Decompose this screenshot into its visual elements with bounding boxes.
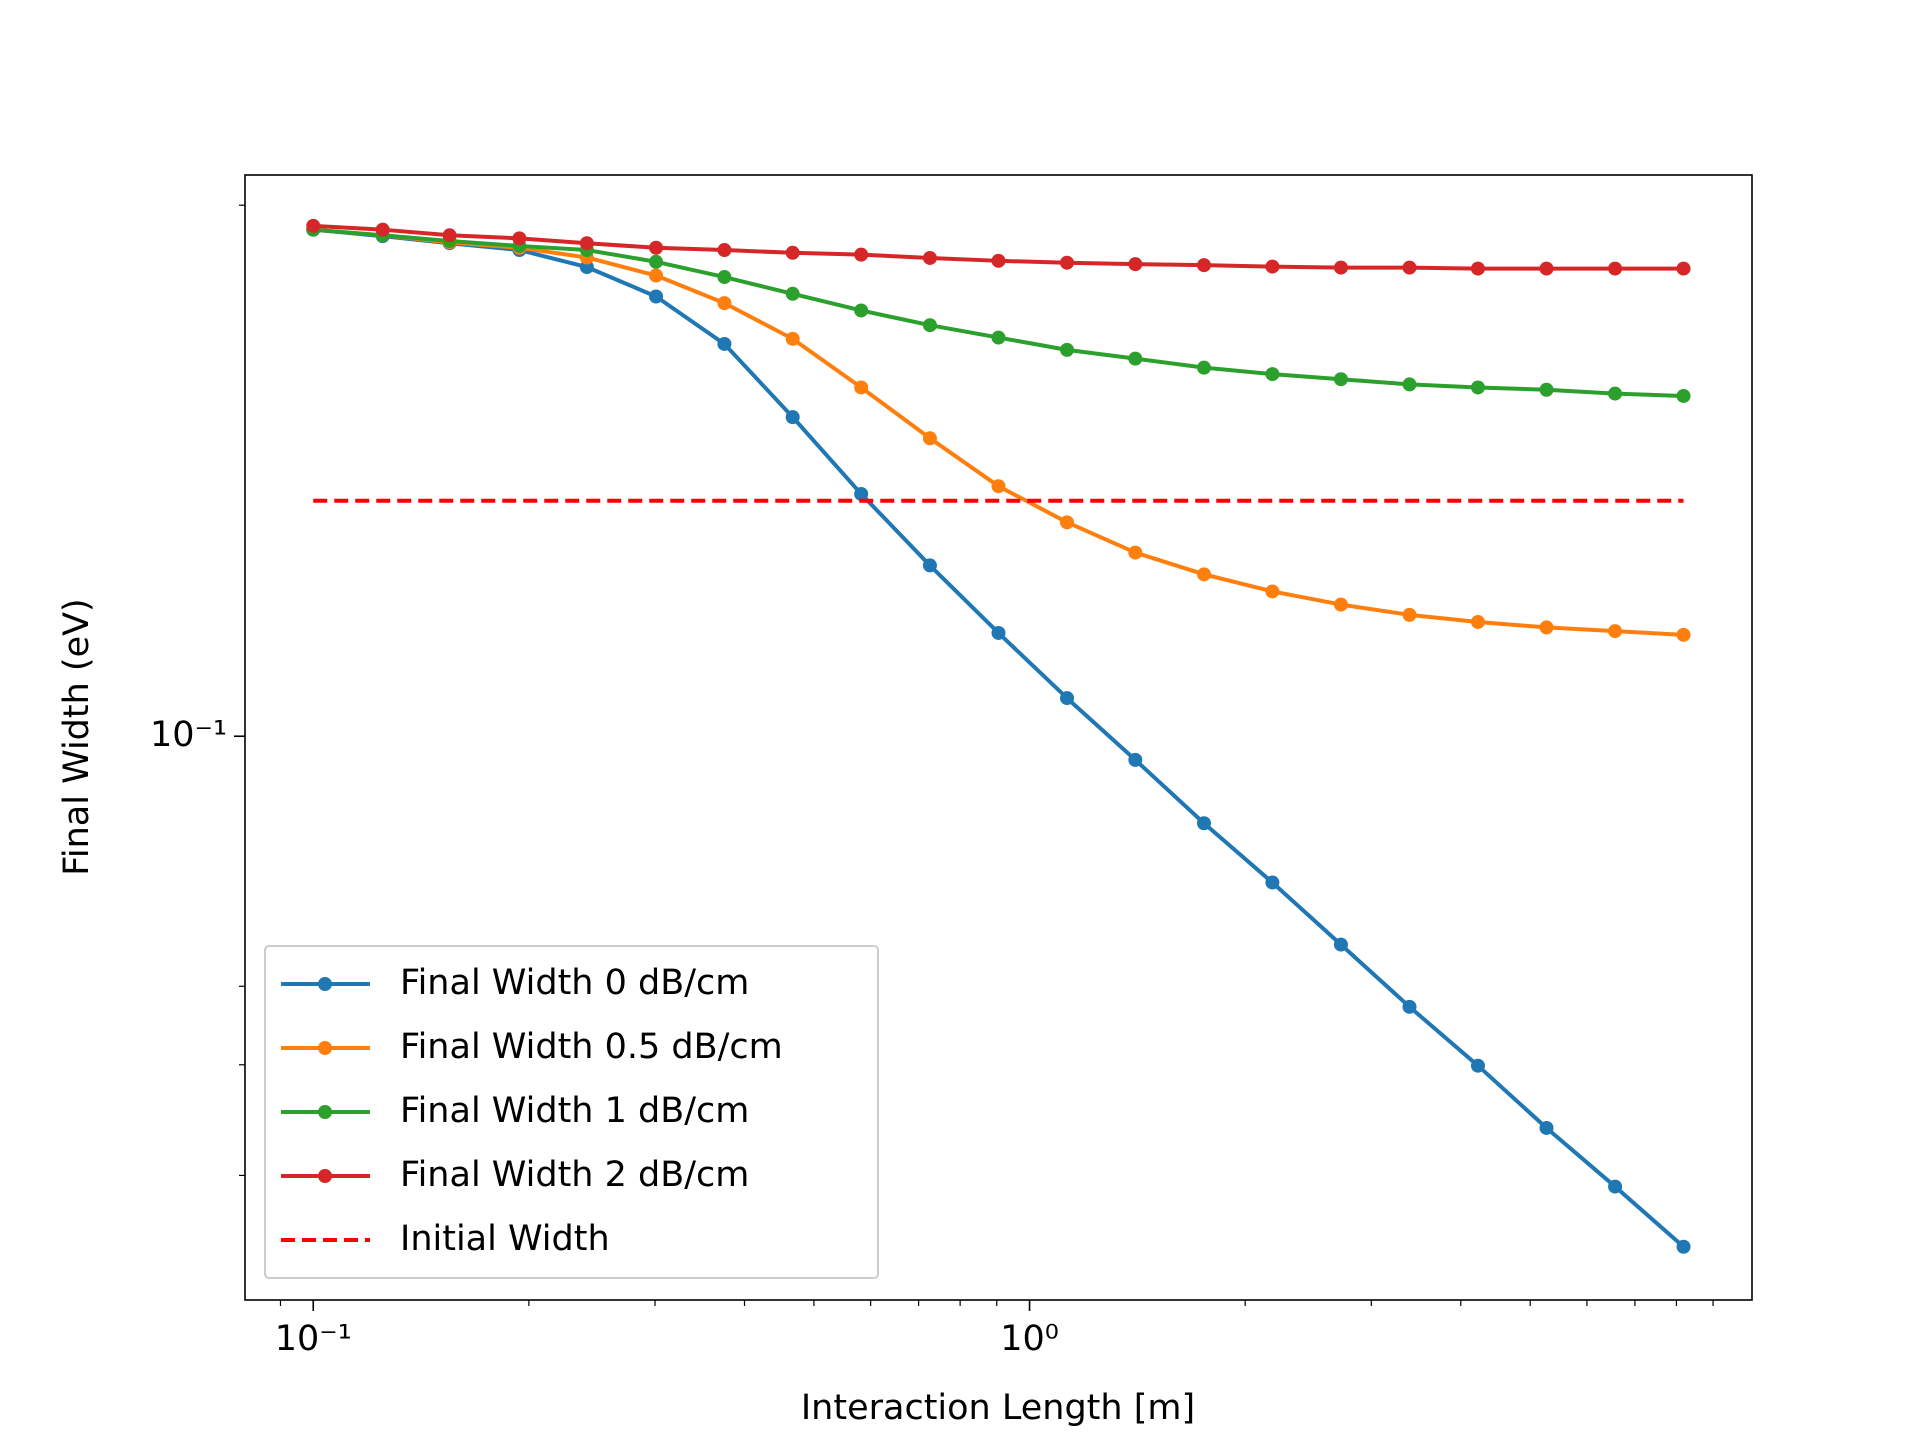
- point: [717, 336, 732, 351]
- point: [1265, 875, 1280, 890]
- plot-area: [306, 218, 1691, 1254]
- point: [1128, 257, 1143, 272]
- legend-label: Final Width 2 dB/cm: [400, 1155, 749, 1195]
- point: [991, 479, 1006, 494]
- point: [1402, 999, 1417, 1014]
- point: [854, 380, 869, 395]
- point: [717, 270, 732, 285]
- point: [579, 260, 594, 275]
- point: [717, 296, 732, 311]
- y-axis-label: Final Width (eV): [57, 598, 97, 875]
- point: [1676, 388, 1691, 403]
- point: [1402, 607, 1417, 622]
- point: [1608, 1179, 1623, 1194]
- point: [1402, 260, 1417, 275]
- point: [1265, 584, 1280, 599]
- point: [1333, 260, 1348, 275]
- point: [1539, 1120, 1554, 1135]
- point: [649, 254, 664, 269]
- legend-box: [264, 945, 879, 1279]
- point: [1333, 937, 1348, 952]
- legend-marker: [318, 1169, 332, 1183]
- point: [1060, 342, 1075, 357]
- point: [991, 253, 1006, 268]
- point: [1265, 367, 1280, 382]
- point: [922, 250, 937, 265]
- point: [1060, 515, 1075, 530]
- point: [512, 231, 527, 246]
- point: [1470, 261, 1485, 276]
- point: [306, 218, 321, 233]
- point: [991, 625, 1006, 640]
- point: [1265, 259, 1280, 274]
- point: [991, 330, 1006, 345]
- legend-label: Initial Width: [400, 1219, 610, 1259]
- legend-marker: [318, 1041, 332, 1055]
- point: [785, 286, 800, 301]
- point: [1676, 627, 1691, 642]
- point: [854, 303, 869, 318]
- point: [1128, 351, 1143, 366]
- point: [649, 268, 664, 283]
- point: [1676, 1239, 1691, 1254]
- point: [1196, 360, 1211, 375]
- axes-frame: [244, 174, 1753, 1301]
- x-axis-label: Interaction Length [m]: [801, 1388, 1195, 1428]
- point: [1402, 377, 1417, 392]
- point: [1128, 545, 1143, 560]
- point: [375, 222, 390, 237]
- point: [1333, 597, 1348, 612]
- legend-label: Final Width 0.5 dB/cm: [400, 1027, 783, 1067]
- point: [1539, 261, 1554, 276]
- point: [1470, 380, 1485, 395]
- point: [579, 236, 594, 251]
- point: [854, 486, 869, 501]
- legend-marker: [318, 977, 332, 991]
- x-tick-label: 10⁰: [1000, 1319, 1059, 1359]
- legend-marker: [318, 1105, 332, 1119]
- point: [649, 289, 664, 304]
- point: [1196, 816, 1211, 831]
- point: [785, 410, 800, 425]
- point: [1608, 386, 1623, 401]
- point: [1470, 614, 1485, 629]
- series-line: [313, 227, 1684, 637]
- point: [1060, 691, 1075, 706]
- x-tick-label: 10⁻¹: [275, 1319, 352, 1359]
- point: [1196, 258, 1211, 273]
- point: [1060, 255, 1075, 270]
- point: [785, 245, 800, 260]
- point: [717, 243, 732, 258]
- point: [1608, 624, 1623, 639]
- point: [1539, 382, 1554, 397]
- point: [1128, 752, 1143, 767]
- legend-label: Final Width 0 dB/cm: [400, 963, 749, 1003]
- legend-label: Final Width 1 dB/cm: [400, 1091, 749, 1131]
- point: [1333, 372, 1348, 387]
- point: [922, 558, 937, 573]
- point: [922, 318, 937, 333]
- y-tick-label: 10⁻¹: [150, 715, 227, 755]
- point: [854, 247, 869, 262]
- point: [785, 331, 800, 346]
- point: [1676, 261, 1691, 276]
- point: [442, 228, 457, 243]
- point: [1470, 1058, 1485, 1073]
- point: [922, 431, 937, 446]
- point: [649, 240, 664, 255]
- point: [1539, 620, 1554, 635]
- point: [1608, 261, 1623, 276]
- point: [1196, 567, 1211, 582]
